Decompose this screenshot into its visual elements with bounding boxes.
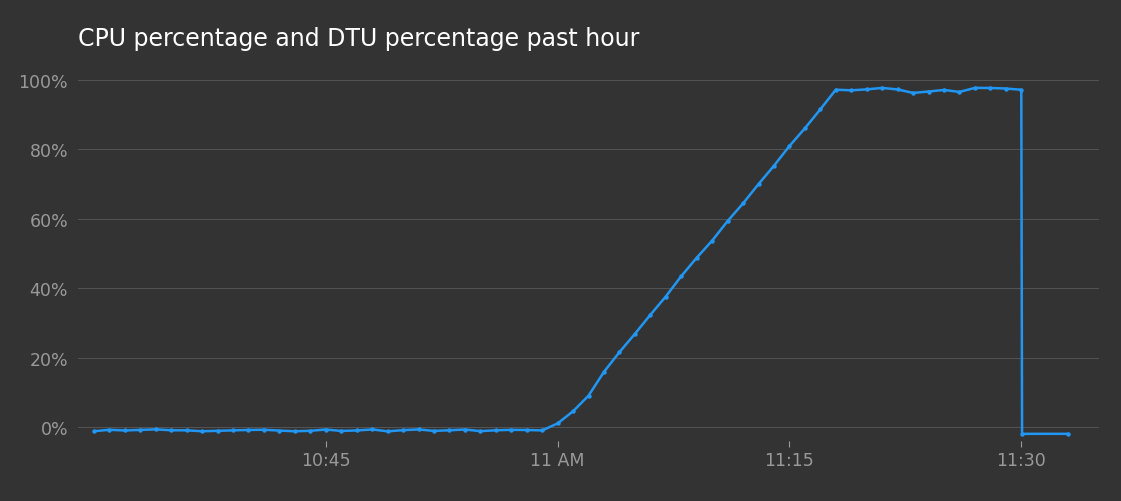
Text: CPU percentage and DTU percentage past hour: CPU percentage and DTU percentage past h… (78, 27, 640, 51)
